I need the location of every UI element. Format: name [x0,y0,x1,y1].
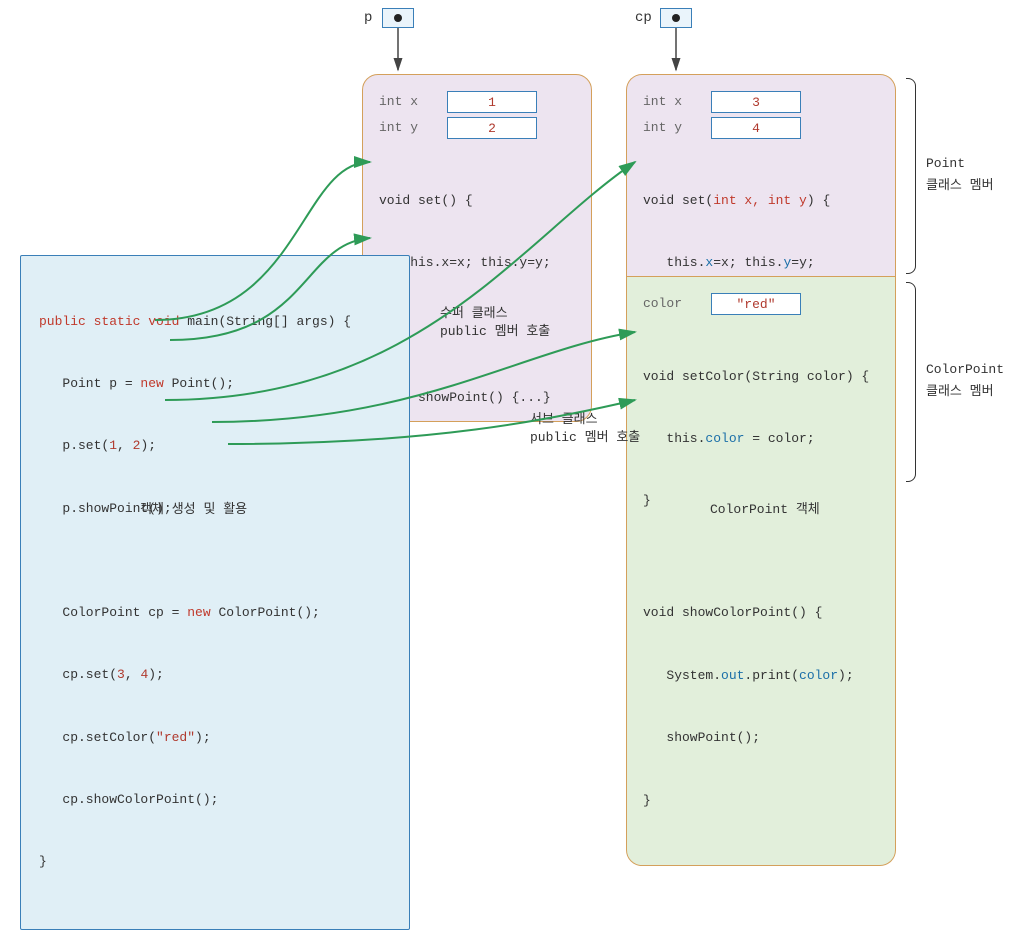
label-point-member1: Point [926,156,965,171]
label-point-member2: 클래스 멤버 [926,174,994,193]
pointer-p-label: p [364,10,372,26]
pointer-p-box [382,8,414,28]
annotation-sub2: public 멤버 호출 [530,426,640,445]
cp-field-int-x: int x 3 [643,91,879,113]
method-showcolorpoint: void showColorPoint() { System.out.print… [643,562,879,853]
field-int-x: int x 1 [379,91,575,113]
dot-icon [394,14,402,22]
colorpoint-color-part: color "red" void setColor(String color) … [626,276,896,866]
field-color: color "red" [643,293,879,315]
value-x: 1 [488,95,496,110]
pointer-cp-box [660,8,692,28]
caption-colorpoint: ColorPoint 객체 [710,498,820,517]
value-y: 2 [488,121,496,136]
brace-point [906,78,916,274]
main-code: public static void main(String[] args) {… [39,270,391,915]
main-code-box: public static void main(String[] args) {… [20,255,410,930]
annotation-super1: 수퍼 클래스 [440,302,508,321]
label-int-x: int x [379,92,439,113]
dot-icon [672,14,680,22]
cp-label-int-y: int y [643,118,703,139]
annotation-super2: public 멤버 호출 [440,320,550,339]
field-int-y: int y 2 [379,117,575,139]
label-color: color [643,294,703,315]
brace-colorpoint [906,282,916,482]
annotation-sub1: 서브 클래스 [530,408,598,427]
pointer-cp-label: cp [635,10,652,26]
value-color: "red" [736,297,775,312]
cp-value-y: 4 [752,121,760,136]
label-cp-member2: 클래스 멤버 [926,380,994,399]
cp-label-int-x: int x [643,92,703,113]
caption-main: 객체 생성 및 활용 [140,498,247,517]
label-cp-member1: ColorPoint [926,362,1004,377]
cp-value-x: 3 [752,95,760,110]
cp-field-int-y: int y 4 [643,117,879,139]
method-setcolor: void setColor(String color) { this.color… [643,325,879,554]
label-int-y: int y [379,118,439,139]
